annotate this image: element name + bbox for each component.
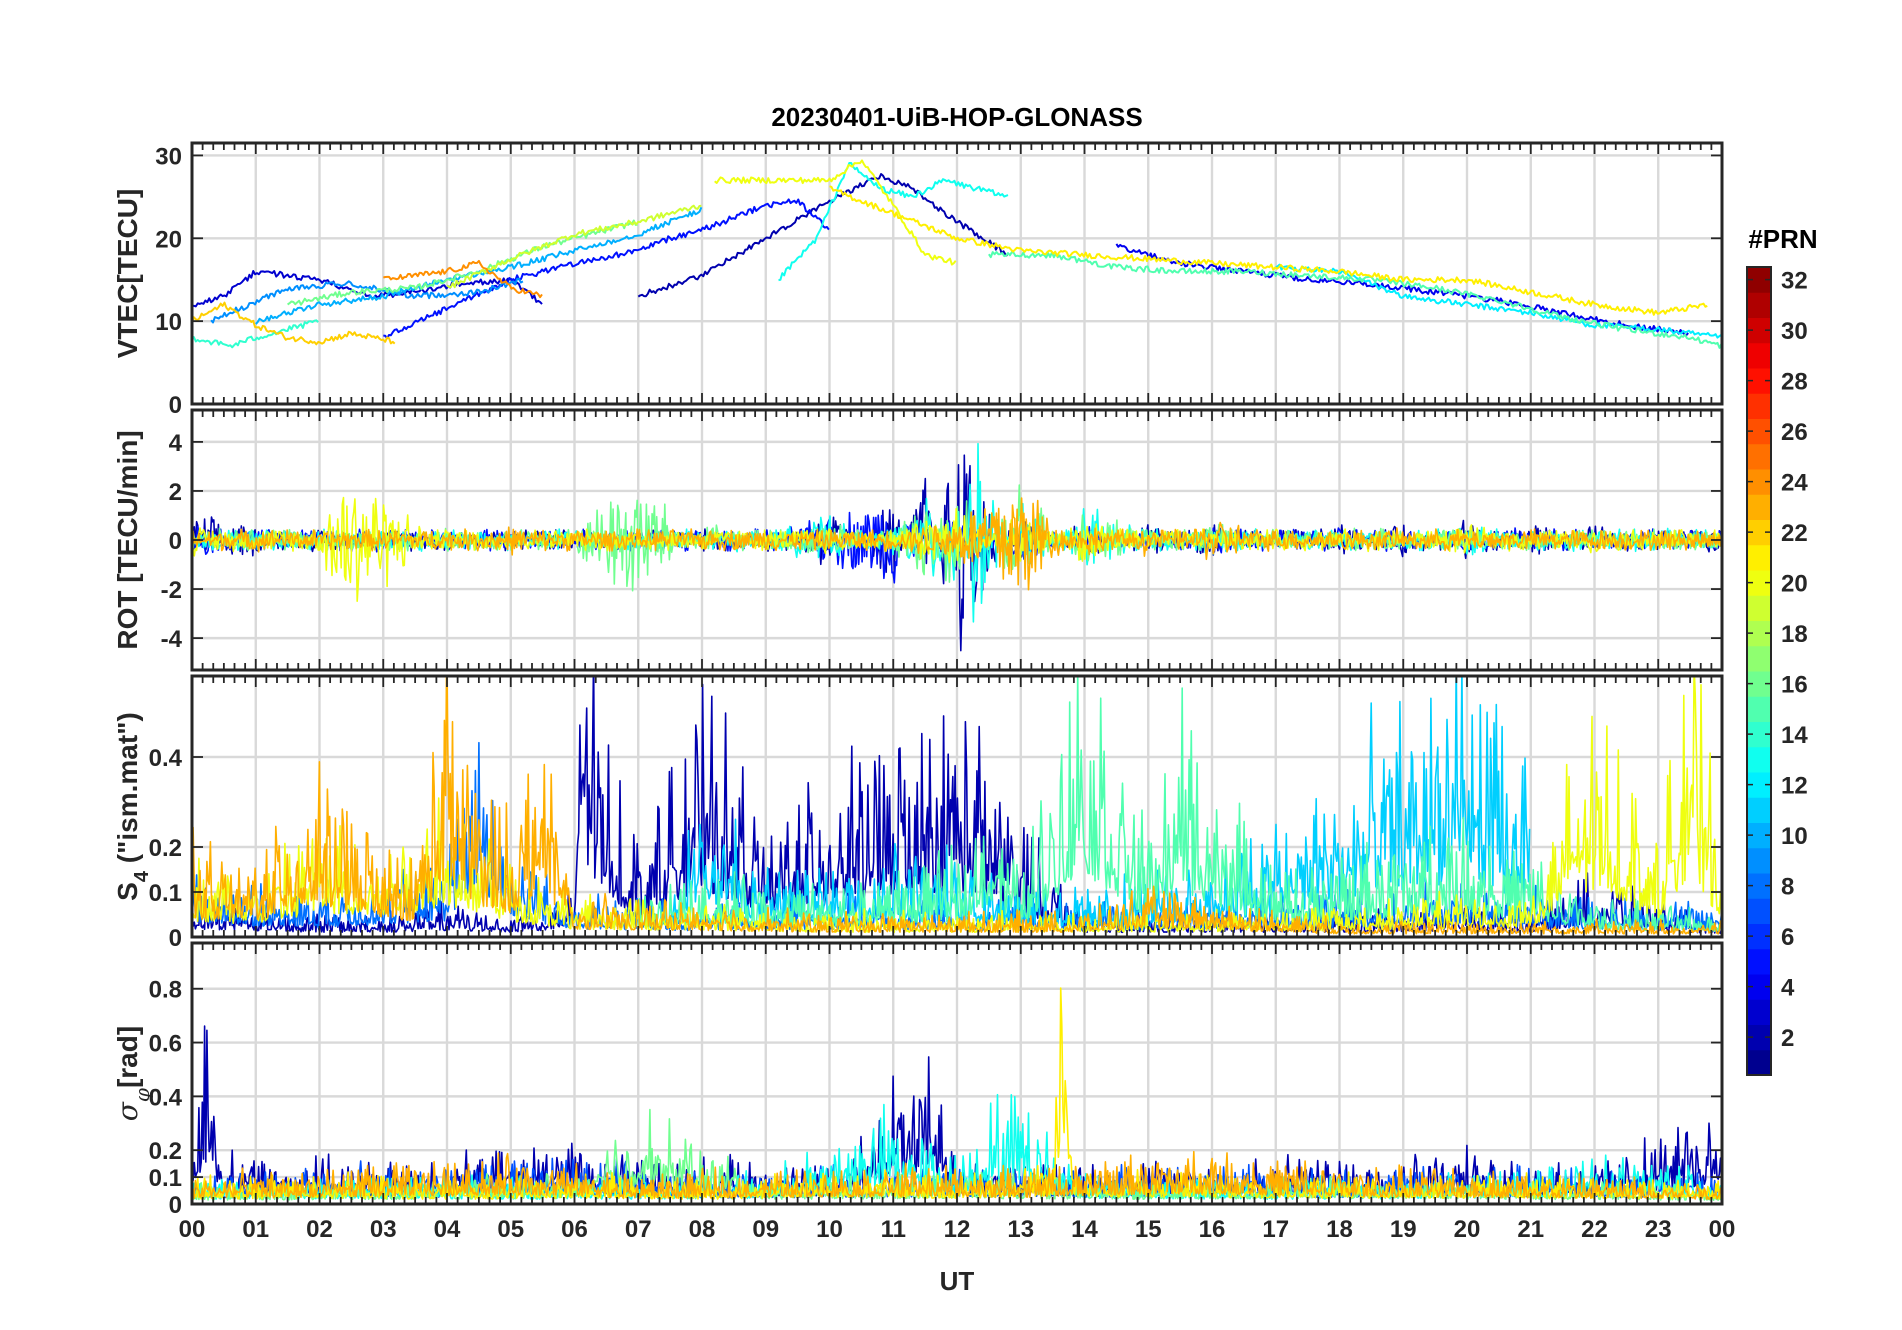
colorbar-segment: [1747, 999, 1771, 1025]
y-tick-label: 0.4: [149, 745, 183, 772]
x-tick-label: 12: [944, 1216, 971, 1243]
colorbar-segment: [1747, 949, 1771, 975]
y-tick-label: 0.1: [149, 1165, 182, 1192]
chart-title: 20230401-UiB-HOP-GLONASS: [771, 102, 1142, 132]
panel-vtec: 0 10 20 30 VTEC[TECU]: [112, 143, 1722, 419]
x-tick-label: 13: [1007, 1216, 1034, 1243]
x-tick-label: 17: [1262, 1216, 1289, 1243]
colorbar-tick-label: 18: [1781, 621, 1808, 648]
y-tick-label: 0.8: [149, 977, 182, 1004]
x-tick-label: 07: [625, 1216, 652, 1243]
y-tick-label: 0.2: [149, 835, 182, 862]
y-tick-label: -4: [161, 626, 183, 653]
y-tick-label: 30: [155, 143, 182, 170]
x-tick-label: 11: [881, 1216, 906, 1243]
colorbar-segment: [1747, 343, 1771, 369]
colorbar-segment: [1747, 696, 1771, 722]
x-tick-label: 18: [1326, 1216, 1353, 1243]
y-tick-label: 4: [169, 430, 183, 457]
x-tick-label: 23: [1645, 1216, 1672, 1243]
y-tick-label: 0.2: [149, 1138, 182, 1165]
colorbar-tick-label: 6: [1781, 924, 1794, 951]
x-tick-label: 08: [689, 1216, 716, 1243]
colorbar-tick-label: 8: [1781, 874, 1794, 901]
x-tick-label: 09: [752, 1216, 779, 1243]
colorbar-tick-label: 24: [1781, 470, 1808, 497]
panel-sigma_phi: 00.10.2 0.4 0.6 0.8 σφ[rad] 00 01 02 03 04 05 06 07 0…: [111, 943, 1735, 1243]
x-tick-label: 00: [1709, 1216, 1736, 1243]
colorbar-segment: [1747, 595, 1771, 621]
colorbar-segment: [1747, 393, 1771, 419]
y-tick-label: 10: [155, 309, 182, 336]
colorbar-segment: [1747, 1050, 1771, 1076]
panel-vtec-ylabel: VTEC[TECU]: [112, 189, 143, 359]
colorbar-tick-label: 22: [1781, 520, 1808, 547]
colorbar-tick-label: 2: [1781, 1025, 1794, 1052]
x-tick-label: 01: [242, 1216, 269, 1243]
x-tick-label: 04: [434, 1216, 461, 1243]
y-tick-label: 0.1: [149, 880, 182, 907]
colorbar-tick-label: 26: [1781, 419, 1808, 446]
colorbar-tick-label: 28: [1781, 369, 1808, 396]
x-tick-label: 20: [1454, 1216, 1481, 1243]
x-tick-label: 03: [370, 1216, 397, 1243]
x-tick-label: 21: [1517, 1216, 1544, 1243]
y-tick-label: 0: [169, 1192, 182, 1219]
x-tick-label: 15: [1135, 1216, 1162, 1243]
colorbar-segment: [1747, 444, 1771, 470]
x-tick-label: 02: [306, 1216, 333, 1243]
y-tick-label: 0: [169, 925, 182, 952]
panel-rot-ylabel: ROT [TECU/min]: [112, 430, 143, 649]
x-tick-label: 00: [179, 1216, 206, 1243]
colorbar-tick-label: 16: [1781, 672, 1808, 699]
colorbar-segment: [1747, 898, 1771, 924]
y-tick-label: -2: [161, 577, 182, 604]
x-tick-label: 05: [497, 1216, 524, 1243]
x-tick-label: 22: [1581, 1216, 1608, 1243]
colorbar-segment: [1747, 797, 1771, 823]
panel-s4: 0 0.1 0.2 0.4S4 ("ism.mat"): [112, 641, 1722, 952]
y-tick-label: 20: [155, 226, 182, 253]
colorbar-label: #PRN: [1748, 224, 1817, 254]
y-tick-label: 0.6: [149, 1031, 182, 1058]
colorbar-segment: [1747, 747, 1771, 773]
colorbar-segment: [1747, 646, 1771, 672]
x-tick-label: 16: [1199, 1216, 1226, 1243]
y-tick-label: 0: [169, 528, 182, 555]
colorbar-tick-label: 20: [1781, 571, 1808, 598]
colorbar-tick-label: 14: [1781, 722, 1808, 749]
colorbar-segment: [1747, 545, 1771, 571]
colorbar-segment: [1747, 848, 1771, 874]
colorbar-segment: [1747, 494, 1771, 520]
panel-rot: -4 -2 0 2 4 ROT [TECU/min]: [112, 410, 1722, 670]
colorbar-tick-label: 10: [1781, 823, 1808, 850]
colorbar-segment: [1747, 292, 1771, 318]
x-tick-label: 10: [816, 1216, 843, 1243]
x-tick-label: 14: [1071, 1216, 1098, 1243]
y-tick-label: 2: [169, 479, 182, 506]
y-tick-label: 0: [169, 392, 182, 419]
colorbar-tick-label: 32: [1781, 268, 1808, 295]
x-tick-label: 06: [561, 1216, 588, 1243]
colorbar-tick-label: 12: [1781, 773, 1808, 800]
colorbar-tick-label: 4: [1781, 975, 1795, 1002]
colorbar-tick-label: 30: [1781, 318, 1808, 345]
x-tick-label: 19: [1390, 1216, 1417, 1243]
x-axis-label: UT: [940, 1266, 975, 1296]
